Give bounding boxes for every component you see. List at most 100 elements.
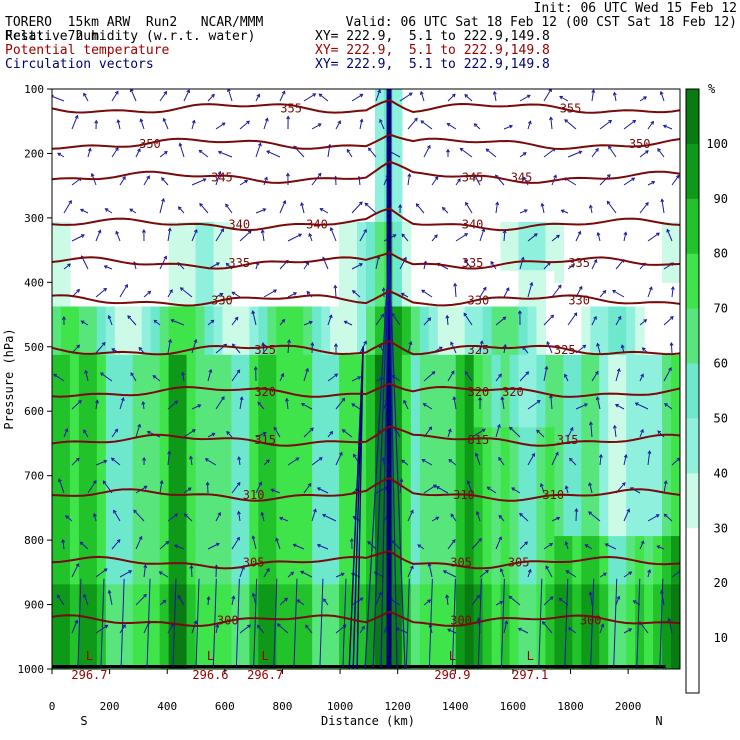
rh-cell <box>168 608 179 622</box>
rh-cell <box>195 294 206 308</box>
rh-cell <box>52 536 62 549</box>
rh-cell <box>159 475 170 489</box>
circulation-vector <box>256 624 265 634</box>
rh-cell <box>590 475 600 489</box>
rh-cell <box>599 548 609 561</box>
circulation-vector <box>445 148 450 157</box>
rh-cell <box>132 560 143 573</box>
rh-cell <box>52 439 62 453</box>
circulation-vector <box>564 541 569 550</box>
rh-cell <box>195 282 206 296</box>
circulation-vector <box>543 596 554 606</box>
rh-cell <box>437 391 448 404</box>
rh-cell <box>626 439 636 453</box>
rh-cell <box>392 391 403 404</box>
rh-cell <box>608 632 618 646</box>
rh-cell <box>608 379 618 392</box>
low-letter: L <box>527 649 534 663</box>
rh-cell <box>195 499 206 513</box>
rh-cell <box>617 608 627 622</box>
rh-cell <box>195 439 206 453</box>
low-value: 296.9 <box>434 668 470 682</box>
rh-cell <box>401 366 412 380</box>
rh-cell <box>60 415 71 428</box>
rh-cell <box>231 415 241 428</box>
circulation-vector <box>398 204 403 214</box>
rh-cell <box>150 511 161 525</box>
rh-cell <box>204 596 215 610</box>
rh-cell <box>581 584 591 598</box>
rh-cell <box>105 318 116 332</box>
rh-cell <box>527 499 538 513</box>
rh-cell <box>303 548 313 561</box>
rh-cell <box>572 511 582 525</box>
rh-cell <box>141 487 152 501</box>
rh-cell <box>69 342 80 356</box>
rh-cell <box>222 403 233 416</box>
y-tick-label: 200 <box>24 147 44 160</box>
rh-cell <box>455 439 466 453</box>
rh-cell <box>52 596 62 610</box>
rh-cell <box>518 463 529 477</box>
circulation-vector <box>474 452 481 466</box>
theta-label: 345 <box>511 170 533 184</box>
rh-cell <box>186 499 197 513</box>
rh-cell <box>132 439 143 453</box>
rh-cell <box>437 548 448 561</box>
rh-cell <box>312 584 322 598</box>
circulation-vector <box>318 93 329 102</box>
circulation-vector <box>300 570 313 578</box>
rh-cell <box>276 366 286 380</box>
rh-cell <box>536 415 547 428</box>
rh-cell <box>132 499 143 513</box>
circulation-vector <box>423 484 437 494</box>
rh-cell <box>608 354 618 368</box>
circulation-vector <box>591 258 598 270</box>
rh-cell <box>258 656 268 669</box>
rh-cell <box>473 608 484 622</box>
rh-cell <box>617 572 627 586</box>
rh-cell <box>464 620 475 634</box>
rh-cell <box>563 511 573 525</box>
rh-cell <box>177 415 188 428</box>
rh-cell <box>240 403 250 416</box>
circulation-vector <box>167 450 172 466</box>
rh-cell <box>617 451 627 465</box>
rh-cell <box>581 536 591 549</box>
rh-cell <box>590 644 600 658</box>
rh-cell <box>330 560 340 573</box>
rh-cell <box>60 584 71 598</box>
rh-cell <box>60 439 71 453</box>
rh-cell <box>114 439 125 453</box>
rh-cell <box>60 475 71 489</box>
circulation-vector <box>167 227 172 242</box>
rh-cell <box>231 439 241 453</box>
rh-cell <box>123 524 134 537</box>
rh-cell <box>392 632 403 646</box>
rh-cell <box>231 354 241 368</box>
rh-cell <box>339 536 349 549</box>
rh-cell <box>222 536 233 549</box>
rh-cell <box>644 487 654 501</box>
circulation-vector <box>551 451 559 466</box>
colorbar-tick-label: 30 <box>714 521 728 535</box>
rh-cell <box>114 620 125 634</box>
rh-cell <box>186 391 197 404</box>
rh-cell <box>608 608 618 622</box>
theta-contour: 310 310 310 <box>52 476 680 502</box>
rh-cell <box>150 620 161 634</box>
rh-cell <box>428 403 439 416</box>
rh-cell <box>114 306 125 320</box>
rh-cell <box>69 524 80 537</box>
rh-cell <box>213 246 224 259</box>
rh-cell <box>572 524 582 537</box>
rh-cell <box>231 499 241 513</box>
circulation-vector <box>423 371 436 382</box>
rh-cell <box>249 366 259 380</box>
rh-cell <box>159 524 170 537</box>
rh-cell <box>464 572 475 586</box>
rh-cell <box>392 282 403 296</box>
circulation-vector <box>459 147 473 158</box>
rh-cell <box>581 318 591 332</box>
rh-cell <box>626 608 636 622</box>
